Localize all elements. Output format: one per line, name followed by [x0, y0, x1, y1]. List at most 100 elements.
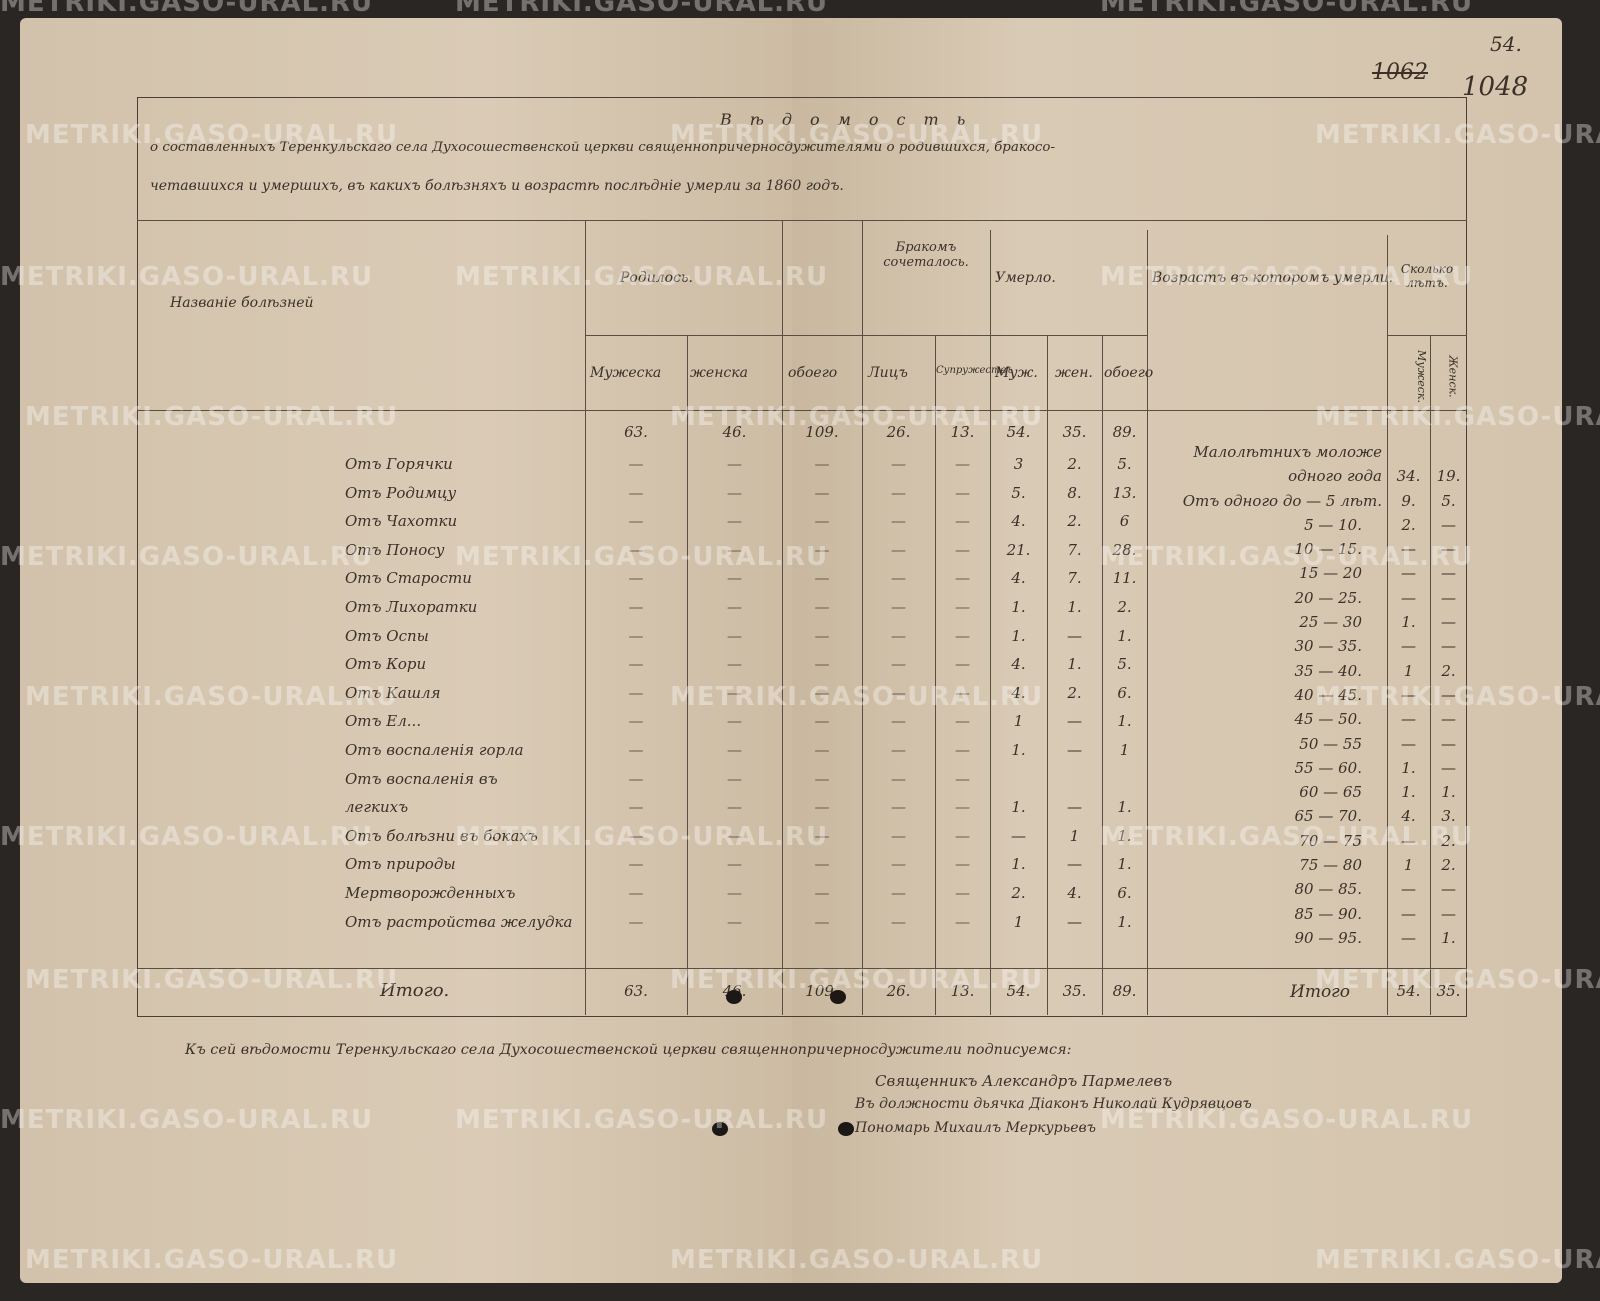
totals-label: Итого.	[380, 980, 450, 1001]
empty-column: — — — — — — — — — — — — — — — — —	[955, 455, 970, 931]
disease-name: Отъ Ел...	[345, 712, 422, 731]
header-years-male: Мужеск.	[1414, 350, 1428, 403]
age-range: 30 — 35.	[1294, 637, 1362, 656]
watermark: METRIKI.GASO-URAL.RU	[0, 0, 374, 18]
column-rule	[1387, 235, 1388, 1015]
died-value: —	[1067, 912, 1082, 931]
age-range: 50 — 55	[1299, 734, 1362, 753]
died-value: 5.	[1117, 455, 1132, 473]
total-died-female: 35.	[1062, 982, 1087, 1000]
years-value: 2.	[1441, 831, 1456, 850]
disease-name: Отъ болѣзни въ бокахъ	[345, 826, 538, 845]
died-value: 1.	[1117, 826, 1132, 845]
total-died-male: 54.	[1006, 982, 1031, 1000]
years-value: —	[1441, 758, 1456, 777]
died-value: 6.	[1117, 683, 1132, 702]
watermark: METRIKI.GASO-URAL.RU	[1100, 0, 1474, 18]
age-range: 45 — 50.	[1294, 710, 1362, 729]
died-value: 2.	[1067, 455, 1082, 473]
years-value: —	[1401, 685, 1416, 704]
total-years-male: 54.	[1396, 982, 1421, 1000]
watermark: METRIKI.GASO-URAL.RU	[1315, 965, 1600, 995]
watermark: METRIKI.GASO-URAL.RU	[0, 822, 374, 852]
watermark: METRIKI.GASO-URAL.RU	[670, 965, 1044, 995]
binding-hole	[712, 1122, 728, 1136]
age-range: 80 — 85.	[1294, 880, 1362, 899]
died-value: —	[1067, 740, 1082, 759]
disease-name: Отъ Поносу	[345, 540, 445, 559]
total-born-male: 63.	[624, 982, 648, 1000]
years-value: —	[1441, 734, 1456, 753]
died-value: 1.	[1117, 712, 1132, 731]
disease-name: Отъ Кори	[345, 655, 427, 674]
died-value: 1.	[1117, 626, 1132, 645]
died-value: 7.	[1067, 540, 1082, 559]
watermark: METRIKI.GASO-URAL.RU	[25, 120, 399, 150]
years-value: —	[1441, 637, 1456, 656]
disease-name: Отъ Лихоратки	[345, 597, 478, 616]
died-value: 1.	[1011, 597, 1026, 616]
age-range: 55 — 60.	[1294, 758, 1362, 777]
empty-column: — — — — — — — — — — — — — — — — —	[891, 455, 906, 931]
summary-died-female: 35.	[1062, 423, 1087, 441]
died-value: 2.	[1067, 512, 1082, 531]
years-value: —	[1401, 831, 1416, 850]
years-value: —	[1401, 540, 1416, 559]
age-range: Отъ одного до — 5 лѣт.	[1182, 491, 1382, 510]
died-value: 4.	[1011, 569, 1026, 588]
years-value: —	[1441, 515, 1456, 534]
document-title: Вѣдомость	[720, 110, 984, 129]
died-value: 2.	[1011, 883, 1026, 902]
years-value: 3.	[1441, 807, 1456, 826]
years-value: 2.	[1441, 661, 1456, 680]
signature-sexton: Пономарь Михаилъ Меркурьевъ	[855, 1120, 1096, 1136]
age-range: 40 — 45.	[1294, 685, 1362, 704]
age-range: 70 — 75	[1299, 831, 1362, 850]
binding-hole	[726, 990, 742, 1004]
died-value: —	[1067, 626, 1082, 645]
years-value: —	[1441, 904, 1456, 923]
died-value: 11.	[1112, 569, 1137, 588]
column-rule	[687, 335, 688, 1015]
disease-name: Отъ воспаленія горла	[345, 740, 524, 759]
footer-statement: Къ сей вѣдомости Теренкульскаго села Дух…	[185, 1042, 1072, 1058]
disease-name: Отъ воспаленія въ	[345, 769, 498, 788]
header-age: Возрастъ въ которомъ умерли.	[1152, 270, 1394, 286]
died-value: 3	[1013, 455, 1024, 473]
died-value: 5.	[1011, 483, 1026, 502]
summary-died-male: 54.	[1006, 423, 1031, 441]
years-value: 5.	[1441, 491, 1456, 510]
total-died-both: 89.	[1112, 982, 1137, 1000]
died-m-column: 3 5. 4. 21. 4. 1. 1. 4. 4. 1 1. 1. — 1. 2. 1	[990, 450, 1047, 936]
column-rule	[990, 230, 991, 1015]
years-value: 1.	[1441, 783, 1456, 802]
summary-married-couples: 13.	[950, 423, 975, 441]
disease-name: Отъ Чахотки	[345, 512, 458, 531]
watermark: METRIKI.GASO-URAL.RU	[670, 1245, 1044, 1275]
watermark: METRIKI.GASO-URAL.RU	[670, 402, 1044, 432]
watermark: METRIKI.GASO-URAL.RU	[0, 542, 374, 572]
header-married-couples: Супружествъ	[936, 365, 1013, 376]
header-married-persons: Лицъ	[868, 365, 908, 381]
died-value: —	[1067, 798, 1082, 817]
died-value: —	[1011, 826, 1026, 845]
died-value: 7.	[1067, 569, 1082, 588]
disease-name: Отъ природы	[345, 855, 456, 874]
age-range-list: Малолѣтнихъ моложе одного года Отъ одного …	[1152, 440, 1382, 950]
watermark: METRIKI.GASO-URAL.RU	[1315, 682, 1600, 712]
years-value: 9.	[1401, 491, 1416, 510]
summary-died-both: 89.	[1112, 423, 1137, 441]
age-range: одного года	[1288, 467, 1382, 486]
empty-column: — — — — — — — — — — — — — — — — —	[814, 455, 830, 931]
died-value: 2.	[1067, 683, 1082, 702]
header-died-male: Муж.	[995, 365, 1038, 381]
died-value: 1.	[1117, 798, 1132, 817]
folio-number: 54.	[1490, 32, 1522, 56]
summary-married-persons: 26.	[886, 423, 911, 441]
years-value: —	[1441, 588, 1456, 607]
table-frame	[137, 97, 1467, 1017]
header-born: Родилось.	[620, 270, 693, 286]
empty-column: — — — — — — — — — — — — — — — — —	[628, 455, 644, 931]
watermark: METRIKI.GASO-URAL.RU	[25, 965, 399, 995]
years-value: —	[1401, 904, 1416, 923]
